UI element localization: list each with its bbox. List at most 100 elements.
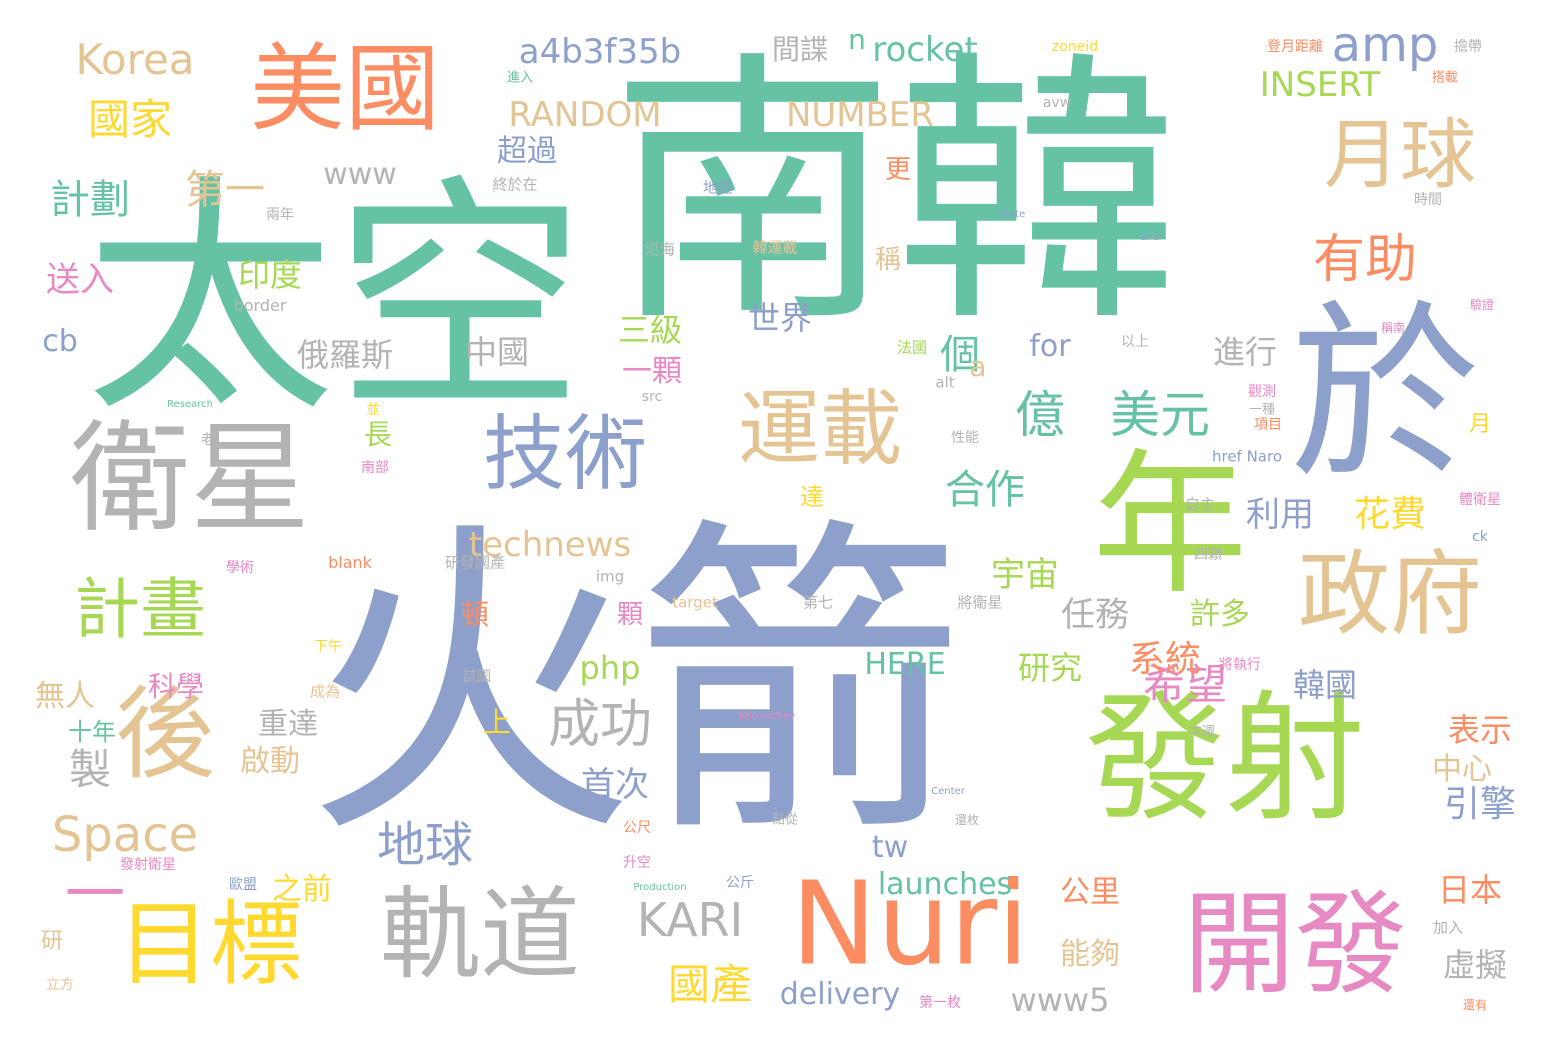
word-a4b3f35b: a4b3f35b [518, 32, 682, 72]
word-danda: 擔帶 [1454, 39, 1482, 55]
word-jiaru: 加入 [1432, 918, 1464, 937]
word-here: HERE [864, 647, 946, 682]
word-launches: launches [877, 867, 1013, 902]
word-alt: alt [935, 373, 955, 392]
word-jihua: 計畫 [74, 571, 206, 648]
word-kaifa: 開發 [1183, 880, 1407, 1010]
word-shijian: 時間 [1414, 192, 1442, 208]
word-yizhong: 一種 [1248, 402, 1276, 418]
word-taikong: 太空 [85, 154, 585, 445]
word-yanhai: 沿海 [644, 240, 676, 259]
word-lao: 老 [201, 432, 215, 448]
word-hou: 後 [115, 676, 215, 793]
word-ge: 個 [940, 332, 980, 378]
word-xuduo: 許多 [1190, 597, 1250, 632]
word-random: RANDOM [508, 95, 662, 135]
word-songru: 送入 [46, 260, 114, 300]
word-kari: KARI [636, 893, 744, 947]
word-yan: 研 [40, 929, 64, 954]
word-gongchi: 公尺 [623, 820, 651, 836]
word-liyong: 利用 [1246, 495, 1314, 535]
word-huojian: 火箭 [305, 493, 965, 877]
word-img: img [595, 567, 625, 586]
word-yueqiu: 月球 [1324, 110, 1476, 199]
word-yanzheng: 驗證 [1469, 298, 1495, 312]
word-jihua2: 計劃 [50, 177, 130, 223]
word-renwu: 任務 [1061, 595, 1129, 635]
word-zhongda: 重達 [258, 707, 318, 742]
word-xiawu: 下午 [314, 639, 342, 655]
word-geng: 更 [884, 155, 912, 185]
word-www5: www5 [1010, 981, 1110, 1019]
word-dun: 頓 [460, 598, 490, 631]
word-dianshong: 點從 [771, 812, 799, 828]
word-zhongyuzai: 終於在 [492, 175, 538, 194]
word-nanhan: 南韓 [610, 28, 1180, 361]
word-yu: 於 [1289, 284, 1481, 505]
word-yanjiu: 研究 [1017, 649, 1083, 687]
word-jiangweixing: 將衛星 [957, 593, 1003, 612]
word-jiandie: 間諜 [771, 33, 829, 66]
word-ke: 顆 [616, 600, 644, 630]
word-cb: cb [42, 324, 78, 359]
word-yunzai: 運載 [737, 382, 903, 477]
word-diqi: 第七 [802, 593, 834, 612]
word-biaoshi: 表示 [1447, 711, 1513, 749]
word-research: Research [167, 399, 213, 410]
word-lifang: 立方 [46, 977, 74, 993]
word-yishang: 以上 [1121, 334, 1149, 350]
word-hanyunzai: 韓運載 [752, 238, 798, 257]
word-xiwang: 希望 [1142, 660, 1228, 709]
word-youzhu: 有助 [1312, 230, 1418, 290]
word-hanguo: 韓國 [1292, 666, 1358, 704]
word-php: php [579, 649, 641, 687]
word-diqu: 地區 [702, 178, 734, 197]
word-nenggou: 能夠 [1060, 937, 1120, 972]
word-chaoguo: 超過 [497, 134, 557, 169]
word-href-naro: href Naro [1211, 447, 1283, 466]
word-n: n [848, 23, 866, 56]
word-mubiao: 目標 [117, 891, 303, 998]
word-benzhou: 本週 [1188, 724, 1216, 740]
word-zhongguo: 中國 [464, 333, 530, 371]
word-eluosi: 俄羅斯 [296, 336, 394, 374]
word-kexue: 科學 [147, 670, 205, 703]
word-chenggong: 成功 [547, 695, 653, 755]
word-nian: 年 [1092, 434, 1248, 616]
word-xingneng: 性能 [951, 430, 979, 446]
word-sike: 四顆 [1194, 547, 1222, 563]
word-xuni: 虛擬 [1442, 946, 1508, 984]
word-insert: INSERT [1259, 65, 1381, 105]
word-zhi: 製 [68, 745, 112, 794]
word-korea: Korea [75, 35, 195, 84]
word-da: 達 [800, 483, 824, 511]
word-jishu: 技術 [482, 407, 648, 502]
word-and: and [1140, 232, 1160, 243]
word-rocket: rocket [872, 30, 978, 70]
word-wuren: 無人 [35, 679, 95, 714]
word-xitong: 系統 [1128, 639, 1202, 680]
word-blank: blank [328, 553, 372, 572]
word-shijie: 世界 [747, 299, 813, 337]
word-xiangmu: 項目 [1254, 417, 1282, 433]
word-meiyuan: 美元 [1110, 386, 1210, 444]
word-nuri: Nuri [790, 857, 1030, 992]
word-zhengfu: 政府 [1297, 541, 1483, 648]
word-riben: 日本 [1437, 871, 1503, 909]
word-huafei: 花費 [1353, 494, 1427, 535]
word-yinqing: 引擎 [1443, 784, 1517, 825]
word-yi: 億 [1015, 386, 1065, 444]
word-xueshu: 學術 [226, 560, 254, 576]
word-diqiu: 地球 [376, 817, 474, 873]
word-dazai: 搭載 [1431, 70, 1459, 86]
word-qidong: 啟動 [240, 744, 300, 779]
word-border: border [233, 296, 287, 315]
word-shouci: 首次 [581, 765, 649, 805]
word-fashe: 發射 [1084, 678, 1366, 841]
word-khrunichev: Khrunichev [738, 711, 796, 722]
word-yanfaguochan: 研發國產 [444, 553, 506, 572]
word-shengkong: 升空 [623, 855, 651, 871]
word-hezuo: 合作 [945, 467, 1025, 513]
word-bing: 並 [366, 402, 380, 418]
word-guochan: 國產 [667, 960, 753, 1009]
